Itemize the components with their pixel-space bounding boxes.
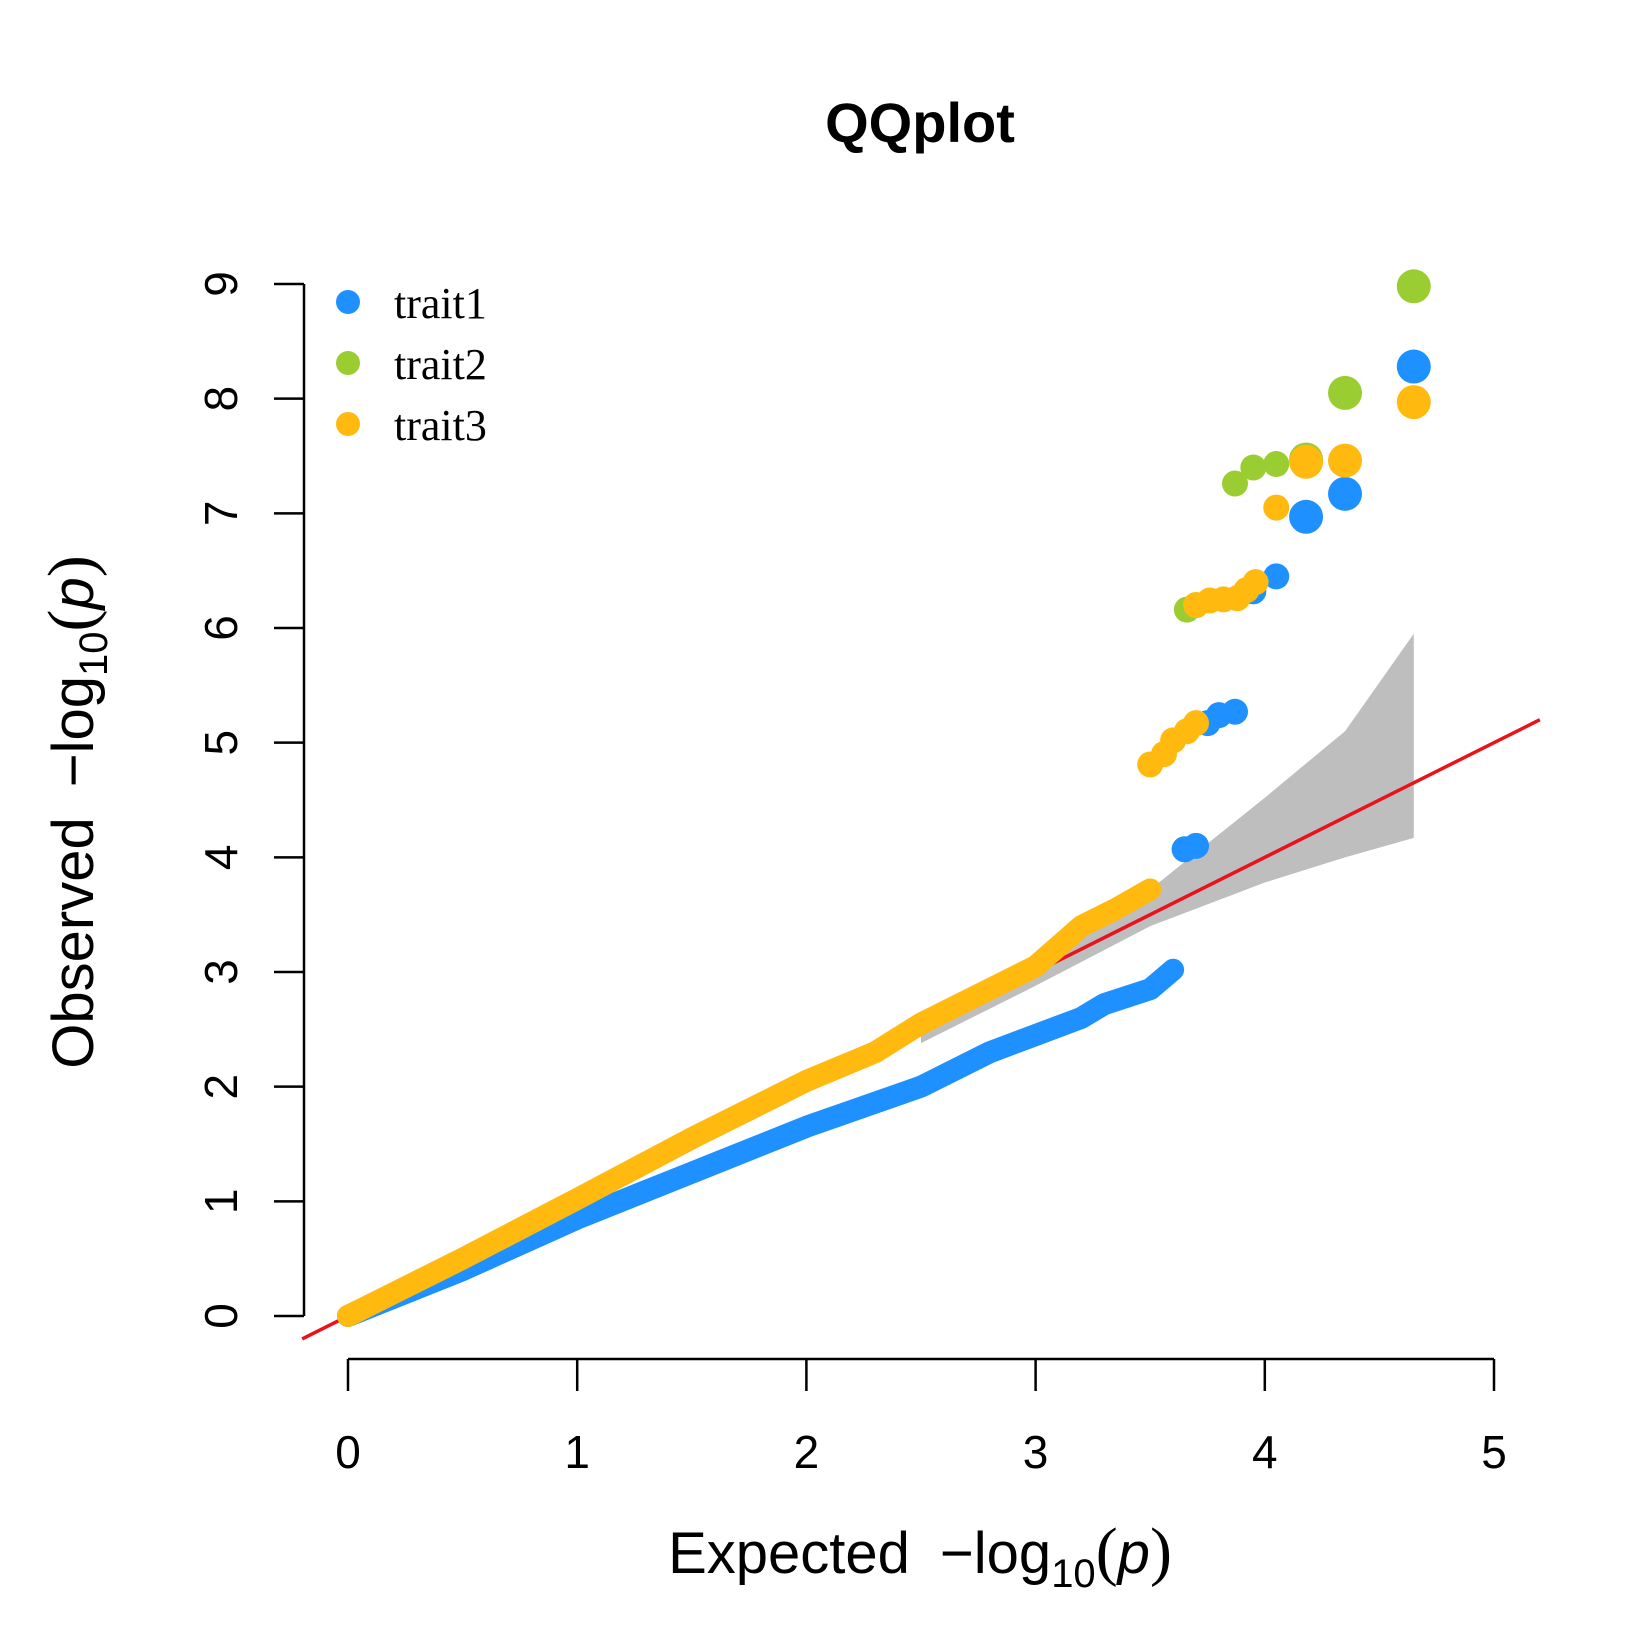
point-trait3-12 bbox=[1289, 444, 1324, 479]
chart-title: QQplot bbox=[825, 91, 1015, 154]
legend-entry-trait3: trait3 bbox=[336, 401, 487, 450]
point-trait3-4 bbox=[1183, 710, 1210, 737]
y-tick-label-1: 1 bbox=[195, 1189, 247, 1215]
legend-label-trait3: trait3 bbox=[394, 401, 487, 450]
legend-entry-trait1: trait1 bbox=[336, 279, 487, 328]
point-trait3-14 bbox=[1396, 385, 1431, 420]
point-trait3-11 bbox=[1263, 494, 1290, 521]
legend-label-trait1: trait1 bbox=[394, 279, 487, 328]
point-trait2-7 bbox=[1396, 269, 1431, 304]
series-curve-trait3 bbox=[337, 878, 1162, 1327]
point-trait2-2 bbox=[1222, 470, 1249, 497]
point-trait3-13 bbox=[1328, 443, 1363, 478]
x-axis-title: Expected −log10(p) bbox=[668, 1515, 1172, 1596]
plot-area bbox=[301, 269, 1541, 1341]
y-tick-label-4: 4 bbox=[195, 845, 247, 871]
point-trait2-6 bbox=[1328, 375, 1363, 410]
point-trait2-3 bbox=[1240, 454, 1267, 481]
y-tick-label-6: 6 bbox=[195, 615, 247, 641]
y-tick-label-8: 8 bbox=[195, 386, 247, 412]
legend-label-trait2: trait2 bbox=[394, 340, 487, 389]
legend: trait1 trait2 trait3 bbox=[336, 279, 487, 450]
legend-marker-trait2 bbox=[336, 351, 360, 375]
y-axis: 0 1 2 3 4 5 6 7 8 9 bbox=[195, 271, 306, 1329]
x-tick-label-5: 5 bbox=[1481, 1426, 1507, 1478]
y-tick-label-0: 0 bbox=[195, 1303, 247, 1329]
y-tick-label-3: 3 bbox=[195, 959, 247, 985]
point-trait2-4 bbox=[1263, 451, 1290, 478]
y-tick-label-9: 9 bbox=[195, 271, 247, 297]
point-trait1-8 bbox=[1328, 476, 1363, 511]
series-trait3 bbox=[337, 385, 1431, 1327]
y-tick-label-5: 5 bbox=[195, 730, 247, 756]
x-tick-label-4: 4 bbox=[1252, 1426, 1278, 1478]
x-tick-label-1: 1 bbox=[564, 1426, 590, 1478]
point-trait1-6 bbox=[1263, 563, 1290, 590]
x-tick-label-0: 0 bbox=[335, 1426, 361, 1478]
point-trait3-10 bbox=[1242, 569, 1269, 596]
x-tick-label-3: 3 bbox=[1023, 1426, 1049, 1478]
x-tick-label-2: 2 bbox=[794, 1426, 820, 1478]
legend-marker-trait1 bbox=[336, 290, 360, 314]
legend-entry-trait2: trait2 bbox=[336, 340, 487, 389]
legend-marker-trait3 bbox=[336, 412, 360, 436]
point-trait1-7 bbox=[1289, 499, 1324, 534]
y-tick-label-2: 2 bbox=[195, 1074, 247, 1100]
point-trait1-9 bbox=[1396, 349, 1431, 384]
x-axis: 0 1 2 3 4 5 bbox=[335, 1357, 1507, 1478]
series-curve-trait1 bbox=[337, 958, 1185, 1327]
y-axis-title: Observed−log10(p) bbox=[35, 555, 116, 1068]
y-tick-label-7: 7 bbox=[195, 501, 247, 527]
point-trait1-4 bbox=[1222, 698, 1249, 725]
point-trait1-1 bbox=[1183, 832, 1210, 859]
